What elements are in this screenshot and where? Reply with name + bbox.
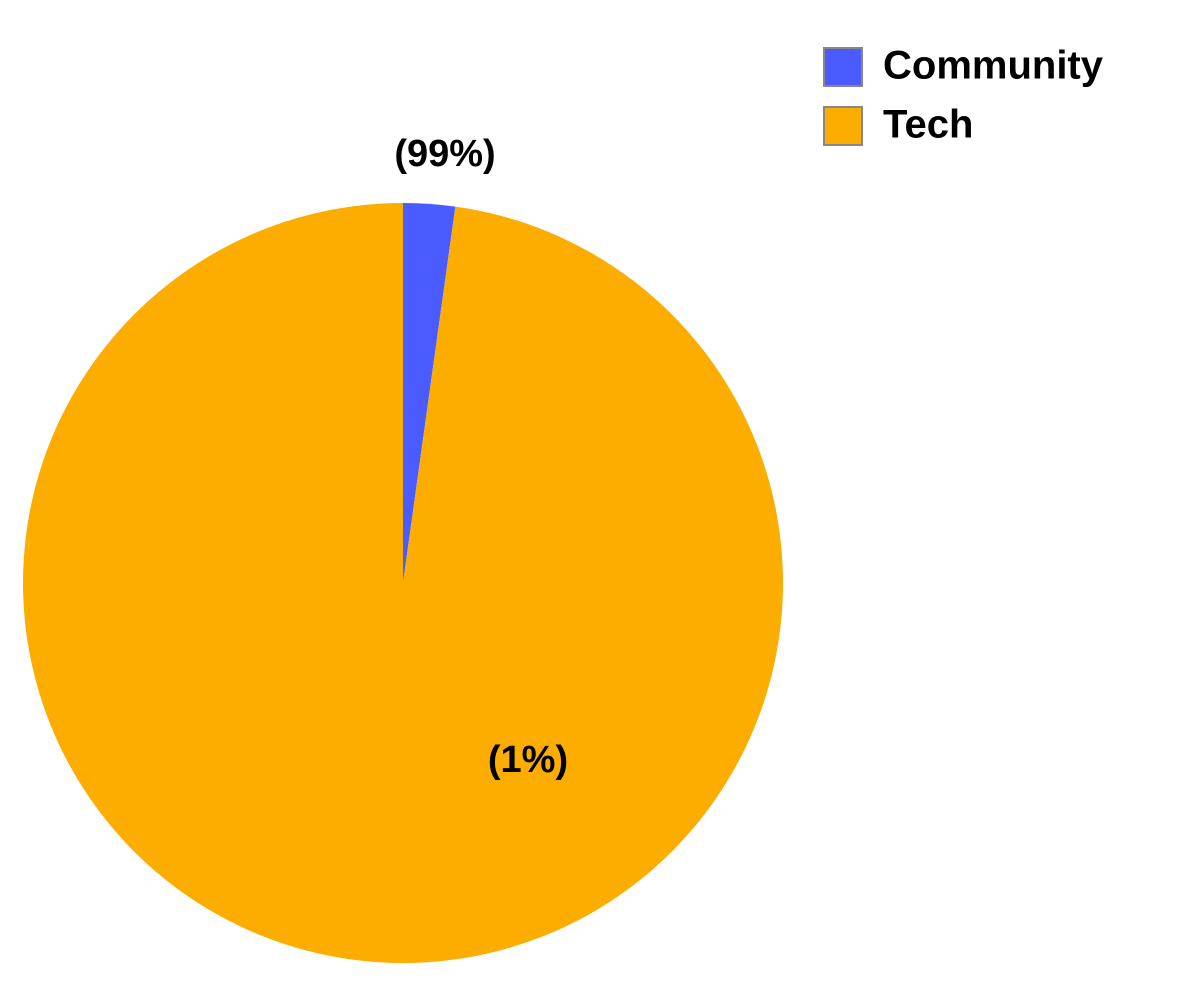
legend-swatch [823,106,863,146]
slice-annotation: (99%) [394,133,495,175]
legend-label: Community [883,44,1104,88]
legend-label: Tech [883,103,973,147]
pie-slice [403,203,456,583]
pie-slice [22,203,784,964]
legend-swatch [823,47,863,87]
slice-annotation: (1%) [488,739,568,781]
